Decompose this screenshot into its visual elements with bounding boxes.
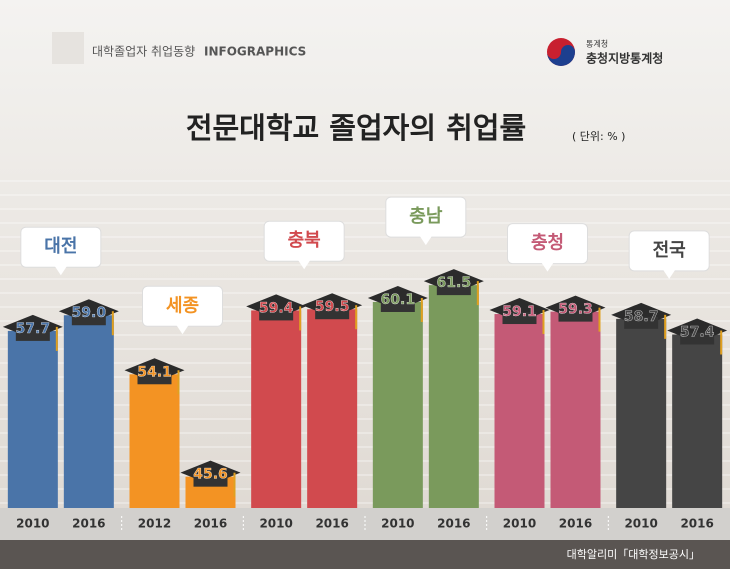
value-label: 58.7	[624, 309, 659, 325]
cap-base	[315, 307, 350, 320]
cap-base	[193, 474, 228, 487]
x-tick-label: 2010	[624, 517, 657, 531]
cap-base	[502, 312, 537, 325]
bar	[63, 315, 114, 508]
cap-base	[624, 316, 659, 329]
x-tick-label: 2016	[72, 517, 105, 531]
x-tick-label: 2016	[680, 517, 713, 531]
header-tag: INFOGRAPHICS	[204, 45, 306, 59]
group-label: 세종	[166, 295, 199, 316]
source: 대학알리미「대학정보공시」	[567, 547, 700, 561]
x-tick-label: 2016	[437, 517, 470, 531]
x-tick-label: 2016	[194, 517, 227, 531]
org-name: 충청지방통계청	[586, 51, 663, 66]
value-label: 59.5	[315, 299, 350, 315]
background-lines	[0, 170, 730, 508]
bar	[550, 311, 601, 508]
header-subtitle: 대학졸업자 취업동향	[92, 45, 195, 59]
callout-pointer	[541, 262, 554, 272]
group-label: 대전	[44, 236, 77, 257]
bar	[372, 301, 423, 508]
group-label: 전국	[653, 240, 686, 261]
x-tick-label: 2012	[138, 517, 171, 531]
x-tick-label: 2016	[559, 517, 592, 531]
unit-label: ( 단위: % )	[572, 130, 625, 143]
value-label: 59.0	[72, 305, 107, 321]
value-label: 61.5	[437, 275, 472, 291]
value-label: 60.1	[381, 292, 416, 308]
group-label: 충청	[531, 233, 564, 254]
x-tick-label: 2010	[16, 517, 49, 531]
value-label: 59.1	[502, 304, 537, 320]
value-label: 59.4	[259, 300, 294, 316]
callout-pointer	[176, 325, 189, 335]
x-tick-label: 2010	[381, 517, 414, 531]
cap-base	[436, 283, 471, 296]
cap-base	[680, 332, 715, 345]
cap-base	[137, 372, 172, 385]
callout-pointer	[419, 236, 432, 246]
callout-pointer	[298, 260, 311, 270]
chart-title: 전문대학교 졸업자의 취업률	[186, 111, 526, 145]
group-label: 충남	[409, 206, 443, 227]
bar	[7, 330, 58, 508]
x-tick-label: 2010	[259, 517, 292, 531]
cap-base	[558, 309, 593, 322]
value-label: 59.3	[558, 302, 593, 318]
cap-base	[71, 313, 106, 326]
callout-pointer	[663, 269, 676, 279]
x-tick-label: 2016	[315, 517, 348, 531]
group-label: 충북	[288, 230, 321, 251]
footer-band	[0, 540, 730, 569]
value-label: 57.7	[16, 321, 51, 337]
bar	[672, 334, 723, 508]
callout-pointer	[54, 266, 67, 276]
bar	[616, 318, 667, 508]
bar	[494, 314, 545, 508]
cap-base	[15, 328, 50, 341]
header-box	[52, 32, 84, 64]
value-label: 54.1	[137, 364, 172, 380]
bar	[428, 285, 479, 508]
value-label: 45.6	[193, 467, 228, 483]
cap-base	[380, 299, 415, 312]
bar	[129, 374, 180, 508]
cap-base	[259, 308, 294, 321]
org-small: 통계청	[586, 39, 608, 49]
x-tick-label: 2010	[503, 517, 536, 531]
logo	[547, 38, 575, 66]
value-label: 57.4	[680, 325, 715, 341]
bar	[251, 310, 302, 508]
bar	[307, 309, 358, 508]
